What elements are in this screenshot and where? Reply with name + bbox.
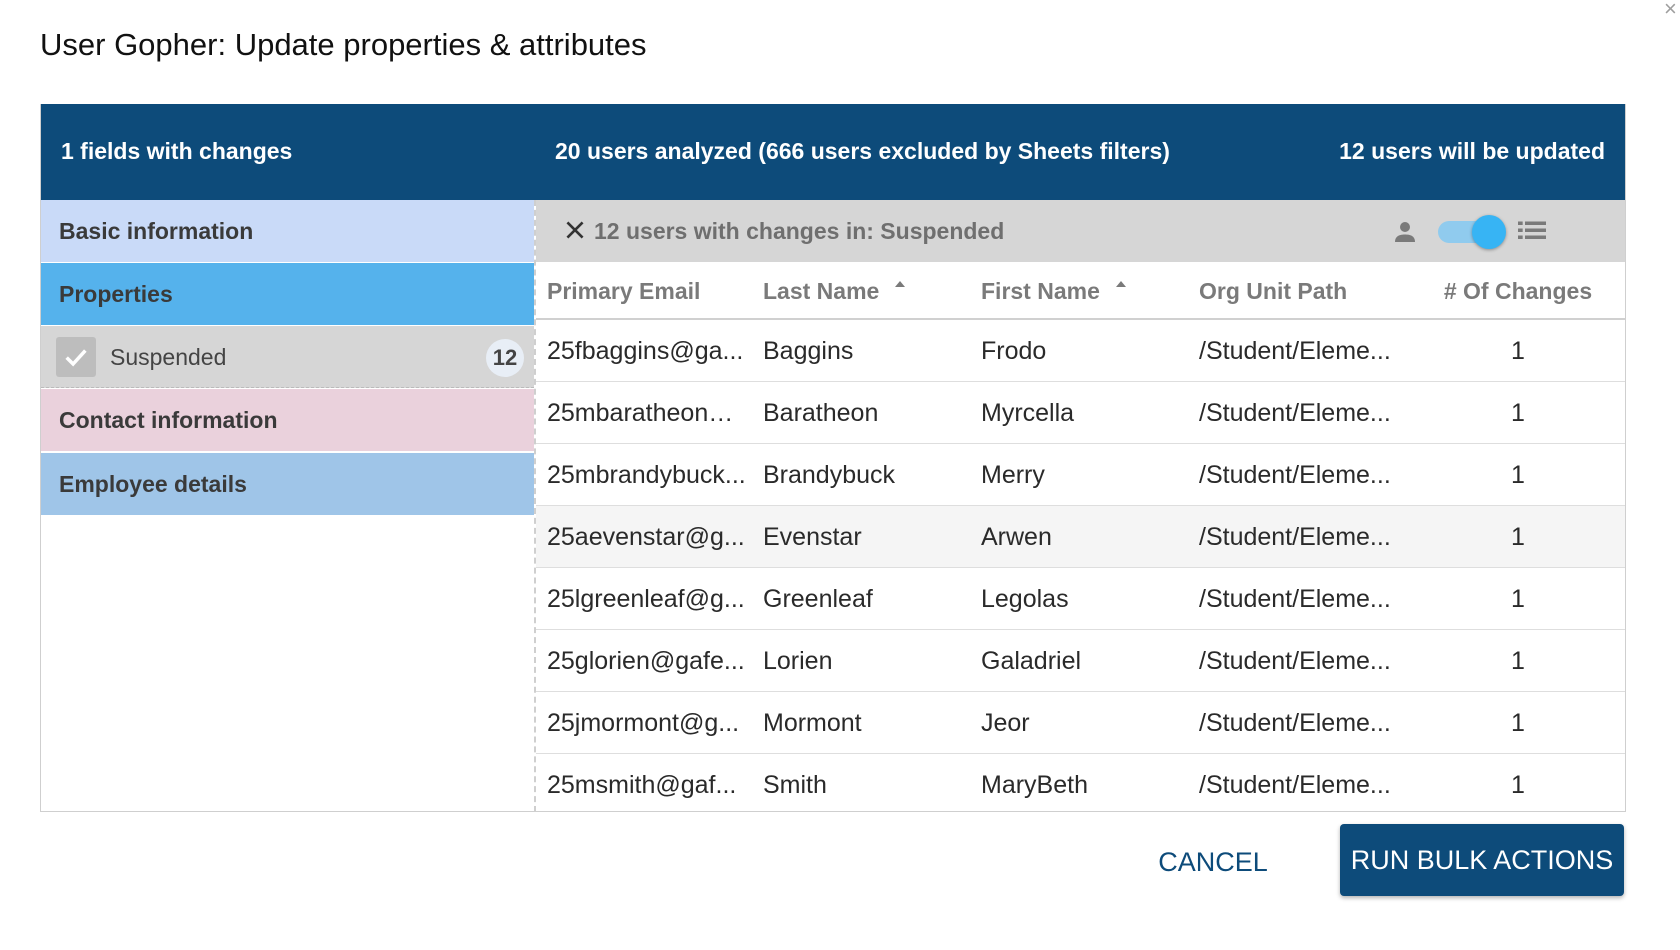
cell-last-name: Baratheon [763, 399, 879, 427]
cell-last-name: Baggins [763, 337, 854, 365]
sort-ascending-icon [895, 281, 906, 287]
cell-org-unit: /Student/Eleme... [1199, 771, 1391, 799]
table-row[interactable]: 25glorien@gafe... Lorien Galadriel /Stud… [536, 630, 1625, 692]
cell-first-name: Arwen [981, 523, 1052, 551]
cell-last-name: Brandybuck [763, 461, 896, 489]
fields-changed-summary: 1 fields with changes [61, 138, 293, 164]
sidebar-section-contact-information[interactable]: Contact information [41, 389, 534, 451]
sidebar-section-employee-details[interactable]: Employee details [41, 453, 534, 515]
cell-org-unit: /Student/Eleme... [1199, 647, 1391, 675]
cell-email: 25mbrandybuck... [547, 461, 746, 489]
filter-description: 12 users with changes in: Suspended [594, 218, 1005, 244]
panel-divider [534, 200, 536, 811]
cell-org-unit: /Student/Eleme... [1199, 461, 1391, 489]
cell-first-name: Galadriel [981, 647, 1082, 675]
cell-changes: 1 [1511, 337, 1525, 365]
cell-org-unit: /Student/Eleme... [1199, 585, 1391, 613]
person-icon[interactable] [1390, 217, 1420, 247]
sidebar-section-properties[interactable]: Properties [41, 263, 534, 325]
cell-first-name: Myrcella [981, 399, 1075, 427]
header-label: Last Name [763, 278, 880, 304]
field-label: Suspended [110, 344, 227, 370]
cell-first-name: Merry [981, 461, 1045, 489]
table-row[interactable]: 25fbaggins@ga... Baggins Frodo /Student/… [536, 320, 1625, 382]
cell-org-unit: /Student/Eleme... [1199, 523, 1391, 551]
checkbox[interactable] [56, 337, 96, 377]
change-count-badge: 12 [486, 339, 524, 377]
check-icon [65, 349, 87, 367]
users-updated-summary: 12 users will be updated [1339, 138, 1605, 164]
header-primary-email[interactable]: Primary Email [547, 278, 701, 304]
cell-org-unit: /Student/Eleme... [1199, 399, 1391, 427]
list-view-icon[interactable] [1518, 219, 1546, 245]
header-first-name[interactable]: First Name [981, 262, 1181, 320]
changes-content: 12 users with changes in: Suspended Prim… [536, 200, 1625, 811]
dialog-close-icon[interactable]: × [1664, 0, 1677, 21]
sidebar-field-suspended[interactable]: Suspended 12 [41, 326, 534, 388]
users-table: Primary Email Last Name First Name Org U… [536, 262, 1625, 811]
cancel-button[interactable]: CANCEL [1148, 838, 1278, 886]
cell-changes: 1 [1511, 399, 1525, 427]
table-row[interactable]: 25lgreenleaf@g... Greenleaf Legolas /Stu… [536, 568, 1625, 630]
cell-last-name: Smith [763, 771, 827, 799]
cell-email: 25aevenstar@g... [547, 523, 745, 551]
clear-filter-icon[interactable] [562, 217, 588, 243]
cell-changes: 1 [1511, 461, 1525, 489]
users-analyzed-summary: 20 users analyzed (666 users excluded by… [555, 138, 1170, 164]
table-row[interactable]: 25mbrandybuck... Brandybuck Merry /Stude… [536, 444, 1625, 506]
cell-changes: 1 [1511, 771, 1525, 799]
cell-last-name: Mormont [763, 709, 862, 737]
toggle-knob [1472, 215, 1506, 249]
view-toggle[interactable] [1436, 215, 1506, 249]
cell-first-name: Legolas [981, 585, 1069, 613]
cell-last-name: Lorien [763, 647, 833, 675]
header-number-of-changes[interactable]: # Of Changes [1443, 278, 1593, 304]
cell-first-name: Jeor [981, 709, 1030, 737]
header-org-unit-path[interactable]: Org Unit Path [1199, 278, 1348, 304]
cell-email: 25fbaggins@ga... [547, 337, 744, 365]
cell-changes: 1 [1511, 585, 1525, 613]
cell-org-unit: /Student/Eleme... [1199, 709, 1391, 737]
cell-email: 25glorien@gafe... [547, 647, 745, 675]
cell-changes: 1 [1511, 523, 1525, 551]
sort-ascending-icon [1115, 281, 1126, 287]
cell-org-unit: /Student/Eleme... [1199, 337, 1391, 365]
table-row[interactable]: 25aevenstar@g... Evenstar Arwen /Student… [536, 506, 1625, 568]
table-header: Primary Email Last Name First Name Org U… [536, 262, 1625, 320]
run-bulk-actions-button[interactable]: RUN BULK ACTIONS [1340, 824, 1624, 896]
bulk-update-panel: 1 fields with changes 20 users analyzed … [40, 104, 1626, 812]
header-last-name[interactable]: Last Name [763, 262, 963, 320]
cell-email: 25msmith@gaf... [547, 771, 737, 799]
table-row[interactable]: 25msmith@gaf... Smith MaryBeth /Student/… [536, 754, 1625, 811]
summary-bar: 1 fields with changes 20 users analyzed … [41, 104, 1625, 200]
cell-changes: 1 [1511, 647, 1525, 675]
cell-changes: 1 [1511, 709, 1525, 737]
header-label: First Name [981, 278, 1100, 304]
cell-last-name: Greenleaf [763, 585, 873, 613]
field-sidebar: Basic information Properties Suspended 1… [41, 200, 534, 811]
table-row[interactable]: 25mbaratheon@... Baratheon Myrcella /Stu… [536, 382, 1625, 444]
dialog-title: User Gopher: Update properties & attribu… [40, 27, 647, 62]
sidebar-section-basic-information[interactable]: Basic information [41, 200, 534, 262]
filter-bar: 12 users with changes in: Suspended [536, 200, 1625, 262]
cell-email: 25lgreenleaf@g... [547, 585, 745, 613]
cell-email: 25jmormont@g... [547, 709, 740, 737]
table-row[interactable]: 25jmormont@g... Mormont Jeor /Student/El… [536, 692, 1625, 754]
cell-first-name: MaryBeth [981, 771, 1088, 799]
cell-last-name: Evenstar [763, 523, 862, 551]
cell-first-name: Frodo [981, 337, 1047, 365]
cell-email: 25mbaratheon@... [547, 399, 751, 427]
